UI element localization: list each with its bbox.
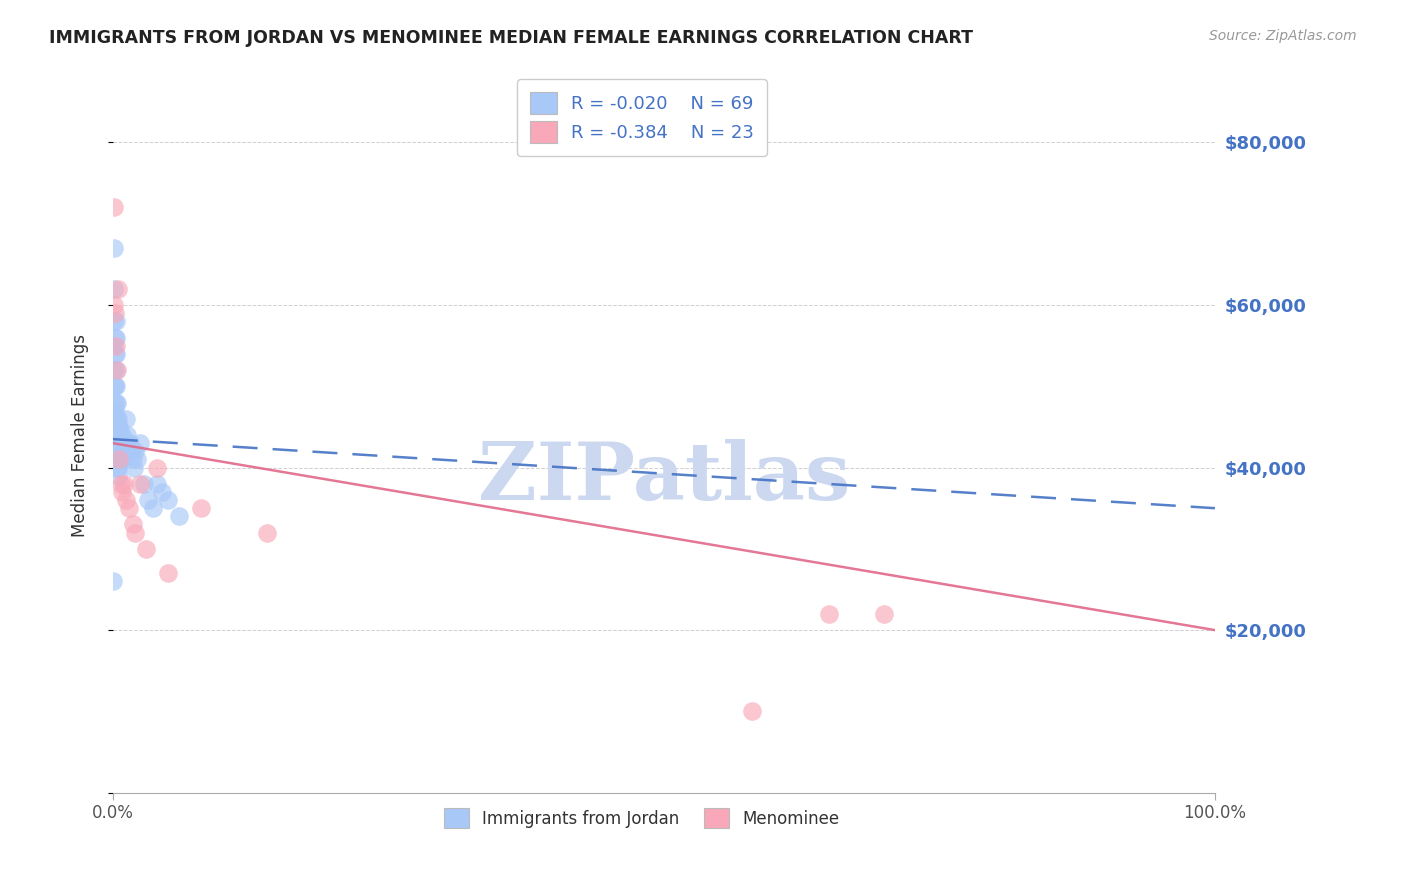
Point xyxy=(105,338,128,352)
Point xyxy=(117,436,139,450)
Point xyxy=(129,436,152,450)
Point xyxy=(103,395,125,409)
Point xyxy=(124,444,146,458)
Point xyxy=(110,436,132,450)
Point xyxy=(105,420,128,434)
Point xyxy=(104,403,127,417)
Text: IMMIGRANTS FROM JORDAN VS MENOMINEE MEDIAN FEMALE EARNINGS CORRELATION CHART: IMMIGRANTS FROM JORDAN VS MENOMINEE MEDI… xyxy=(49,29,973,46)
Point xyxy=(105,428,128,442)
Point xyxy=(146,476,169,491)
Point xyxy=(103,201,125,215)
Point xyxy=(167,509,190,524)
Point xyxy=(104,306,127,320)
Point xyxy=(146,460,169,475)
Point xyxy=(156,493,179,508)
Point xyxy=(107,428,129,442)
Point xyxy=(104,347,127,361)
Point xyxy=(103,379,125,393)
Point xyxy=(118,501,141,516)
Point xyxy=(136,493,159,508)
Point xyxy=(103,314,125,328)
Point xyxy=(121,452,143,467)
Point xyxy=(104,428,127,442)
Point xyxy=(108,452,131,467)
Point xyxy=(105,436,128,450)
Point xyxy=(256,525,278,540)
Point xyxy=(110,476,132,491)
Point xyxy=(107,411,129,425)
Text: Source: ZipAtlas.com: Source: ZipAtlas.com xyxy=(1209,29,1357,43)
Point xyxy=(135,541,157,556)
Point xyxy=(105,314,128,328)
Point xyxy=(111,428,134,442)
Point xyxy=(741,705,763,719)
Point xyxy=(190,501,212,516)
Point xyxy=(105,347,128,361)
Point xyxy=(118,444,141,458)
Point xyxy=(103,298,125,312)
Point xyxy=(103,363,125,377)
Point xyxy=(105,330,128,344)
Point xyxy=(110,428,132,442)
Point xyxy=(112,436,135,450)
Point xyxy=(108,444,131,458)
Point xyxy=(104,444,127,458)
Point xyxy=(107,460,129,475)
Point xyxy=(156,566,179,581)
Point xyxy=(107,436,129,450)
Point xyxy=(114,436,136,450)
Point xyxy=(105,460,128,475)
Point xyxy=(103,338,125,352)
Point xyxy=(152,485,174,500)
Point xyxy=(108,420,131,434)
Point xyxy=(105,395,128,409)
Point xyxy=(115,493,138,508)
Point xyxy=(105,411,128,425)
Point xyxy=(111,444,134,458)
Point xyxy=(115,411,138,425)
Point xyxy=(122,460,145,475)
Point xyxy=(141,501,163,516)
Point xyxy=(104,379,127,393)
Point xyxy=(107,468,129,483)
Point xyxy=(105,395,128,409)
Y-axis label: Median Female Earnings: Median Female Earnings xyxy=(72,334,89,537)
Point xyxy=(124,525,146,540)
Point xyxy=(127,452,149,467)
Point xyxy=(112,476,135,491)
Point xyxy=(873,607,896,621)
Point xyxy=(112,452,135,467)
Point xyxy=(107,444,129,458)
Point xyxy=(103,330,125,344)
Point xyxy=(121,444,143,458)
Point xyxy=(103,574,125,589)
Point xyxy=(105,363,128,377)
Point xyxy=(129,476,152,491)
Point xyxy=(105,452,128,467)
Point xyxy=(103,428,125,442)
Point xyxy=(103,241,125,255)
Point xyxy=(111,436,134,450)
Point xyxy=(105,436,128,450)
Point xyxy=(107,282,129,296)
Point xyxy=(110,452,132,467)
Point xyxy=(105,444,128,458)
Point xyxy=(108,436,131,450)
Legend: Immigrants from Jordan, Menominee: Immigrants from Jordan, Menominee xyxy=(437,802,846,834)
Point xyxy=(111,485,134,500)
Point xyxy=(105,363,128,377)
Point xyxy=(111,436,134,450)
Point xyxy=(120,436,142,450)
Point xyxy=(105,379,128,393)
Point xyxy=(115,428,138,442)
Point xyxy=(103,411,125,425)
Text: ZIPatlas: ZIPatlas xyxy=(478,439,851,517)
Point xyxy=(132,476,155,491)
Point xyxy=(121,517,143,532)
Point xyxy=(107,420,129,434)
Point xyxy=(818,607,841,621)
Point xyxy=(103,282,125,296)
